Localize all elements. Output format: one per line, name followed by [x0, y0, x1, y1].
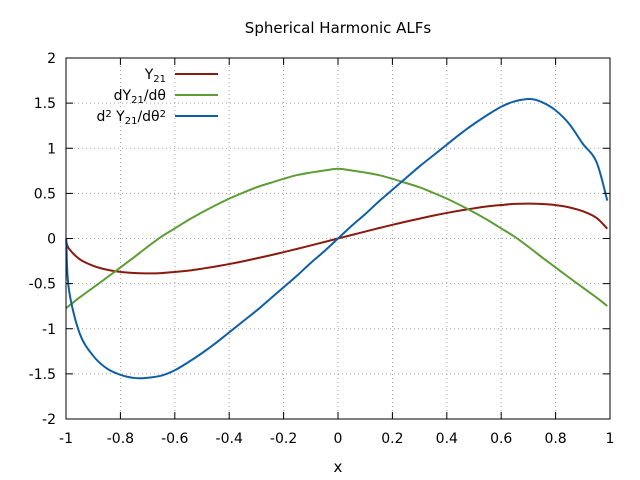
y-tick-label: 1.5 [34, 96, 56, 112]
legend-label: Y21 [144, 67, 166, 85]
legend-label: d2 Y21/dθ2 [96, 109, 166, 128]
series-line-1 [65, 202, 609, 275]
x-tick-label: -0.4 [216, 431, 243, 447]
x-tick-label: 0.2 [381, 431, 403, 447]
y-tick-label: -2 [42, 412, 56, 428]
x-tick-label: 0 [334, 431, 343, 447]
y-tick-label: -0.5 [29, 277, 56, 293]
legend: Y21 dY21/dθ d2 Y21/dθ2 [96, 67, 218, 127]
x-tick-label: 1 [606, 431, 615, 447]
y-tick-label: 1 [47, 141, 56, 157]
x-tick-label: 0.8 [544, 431, 566, 447]
x-axis-title: x [334, 458, 343, 476]
x-tick-label: -1 [59, 431, 73, 447]
series-line-3 [65, 98, 609, 380]
series-line-2 [65, 167, 608, 309]
x-tick-label: -0.6 [161, 431, 188, 447]
y-tick-label: 0 [47, 232, 56, 248]
x-tick-label: -0.8 [107, 431, 134, 447]
x-tick-label: 0.6 [490, 431, 512, 447]
chart-title: Spherical Harmonic ALFs [245, 19, 432, 37]
x-tick-label: 0.4 [436, 431, 458, 447]
x-tick-label: -0.2 [270, 431, 297, 447]
y-tick-label: 0.5 [34, 186, 56, 202]
series-lines [65, 98, 609, 380]
y-tick-label: 2 [47, 51, 56, 67]
y-tick-label: -1.5 [29, 367, 56, 383]
legend-label: dY21/dθ [114, 88, 166, 106]
y-tick-label: -1 [42, 322, 56, 338]
axis-ticks: -1 -0.8 -0.6 -0.4 -0.2 0 0.2 0.4 0.6 0.8 1 -2 -1.5 -1… [29, 51, 615, 447]
